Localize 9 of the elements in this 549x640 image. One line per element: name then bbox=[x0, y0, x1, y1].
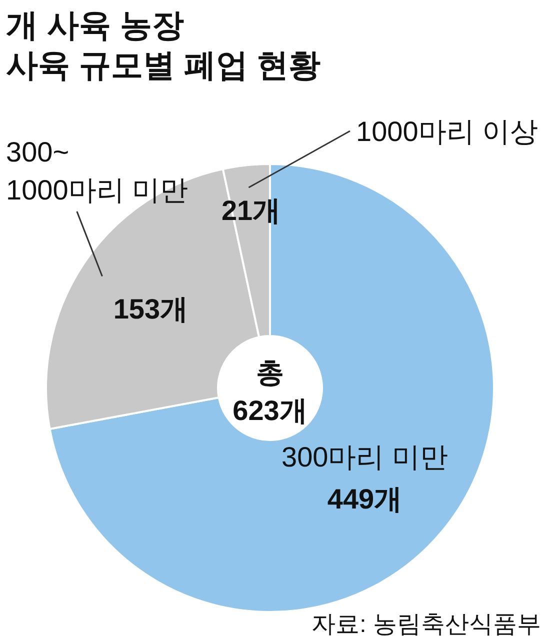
slice-label: 1000마리 이상 bbox=[356, 116, 538, 147]
data-label: 21개 bbox=[221, 194, 281, 226]
data-label: 449개 bbox=[327, 484, 402, 515]
text: 총 623개 bbox=[232, 357, 308, 426]
text: 자료: 농림축산식품부 bbox=[312, 611, 541, 638]
chart-title: 개 사육 농장 사육 규모별 폐업 현황 bbox=[6, 7, 321, 83]
slice-label: 300~ 1000마리 미만 bbox=[6, 136, 188, 206]
slice-label: 300마리 미만 bbox=[282, 442, 448, 473]
data-label: 153개 bbox=[113, 294, 188, 325]
